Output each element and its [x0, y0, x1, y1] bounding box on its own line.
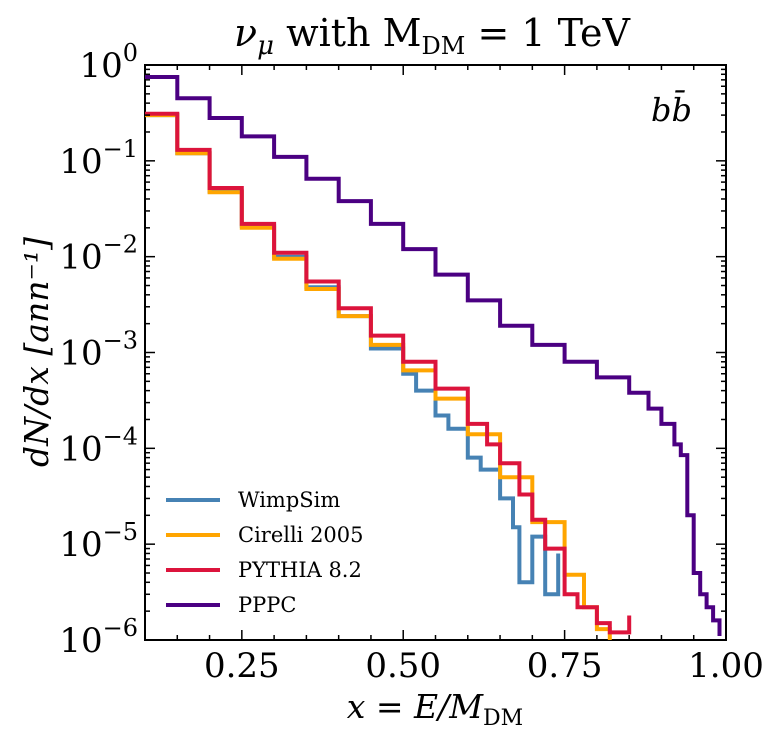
- x-axis-title: x = E/MDM: [347, 687, 523, 731]
- y-tick-label: 10−5: [59, 518, 138, 565]
- plot-frame: [144, 64, 727, 641]
- series-layer: [145, 75, 722, 640]
- legend-label-pppc: PPPC: [238, 593, 296, 617]
- y-tick-label: 100: [79, 39, 138, 86]
- x-tick-label: 1.00: [688, 646, 764, 686]
- title-dm: DM: [422, 32, 466, 60]
- title-rest: = 1 TeV: [465, 11, 630, 55]
- title-mu: μ: [257, 31, 274, 61]
- x-tick-label: 0.25: [204, 646, 280, 686]
- series-line-cirelli-2005: [145, 113, 612, 640]
- y-tick-label: 10−2: [59, 231, 138, 278]
- chart-title: νμ with MDM = 1 TeV: [234, 11, 630, 61]
- legend-label-pythia: PYTHIA 8.2: [238, 558, 362, 582]
- channel-annotation: bb̄: [651, 90, 692, 129]
- y-tick-label: 10−4: [59, 422, 138, 469]
- x-tick-label: 0.75: [527, 646, 603, 686]
- series-line-pppc: [145, 75, 722, 636]
- legend-label-cirelli: Cirelli 2005: [238, 523, 364, 547]
- title-with: with M: [274, 11, 422, 55]
- y-tick-label: 10−6: [59, 614, 138, 661]
- y-axis-title: dN/dx [ann⁻¹]: [17, 237, 56, 467]
- y-tick-label: 10−3: [59, 327, 138, 374]
- legend: WimpSim Cirelli 2005 PYTHIA 8.2 PPPC: [166, 488, 364, 617]
- series-line-pythia-8-2: [145, 111, 632, 635]
- ticks-layer: [144, 64, 727, 641]
- y-tick-label: 10−1: [59, 135, 138, 182]
- legend-label-wimpsim: WimpSim: [238, 488, 340, 512]
- x-tick-label: 0.50: [365, 646, 441, 686]
- title-nu: ν: [234, 11, 257, 55]
